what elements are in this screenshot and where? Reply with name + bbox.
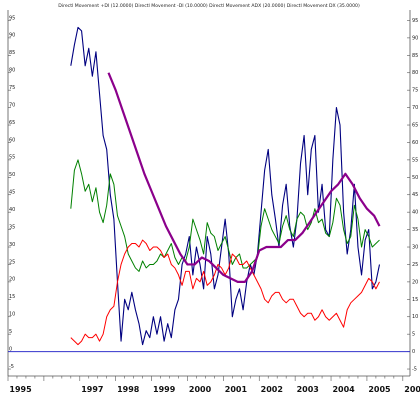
y-tick-label-right: 30: [412, 245, 418, 251]
y-tick-label-left: 75: [9, 85, 15, 91]
y-tick-label-left: 65: [9, 120, 15, 126]
y-tick-label-right: 80: [412, 70, 418, 76]
y-tick-label-left: 95: [9, 15, 15, 21]
series-line-2: [70, 159, 380, 272]
y-axis-left: -5 0 5 10 15 20 25 30 35 40 45 50 55 60 65 70 75 80 85 90 95: [7, 10, 15, 376]
y-tick-label-left: 60: [9, 137, 15, 143]
y-tick-label-left: 40: [9, 207, 15, 213]
y-tick-label-right: 55: [412, 157, 418, 163]
series-line-4: [107, 72, 381, 283]
y-tick-label-left: 70: [9, 102, 15, 108]
series-group: [8, 26, 410, 353]
y-tick-label-right: 25: [412, 262, 418, 268]
y-tick-label-right: 65: [412, 123, 418, 129]
y-tick-label-right: 70: [412, 105, 418, 111]
y-tick-label-left: 80: [9, 68, 15, 74]
y-tick-label-left: 90: [9, 33, 15, 39]
y-tick-label-left: 20: [9, 277, 15, 283]
y-tick-label-right: 20: [412, 279, 418, 285]
y-tick-label-right: 75: [412, 88, 418, 94]
y-tick-label-left: 25: [9, 259, 15, 265]
y-tick-label-right: 0: [412, 349, 415, 355]
y-tick-label-left: 55: [9, 155, 15, 161]
y-tick-label-left: 35: [9, 224, 15, 230]
x-tick-label: 2001: [225, 385, 248, 394]
y-tick-label-right: 35: [412, 227, 418, 233]
x-tick-label: 1998: [117, 385, 140, 394]
x-tick-label: 1995: [9, 385, 32, 394]
x-tick-label: 1997: [81, 385, 103, 394]
y-tick-label-left: 15: [9, 294, 15, 300]
chart-title: Directl Movement +DI (12.0000) Directl M…: [58, 3, 360, 9]
y-tick-label-left: 5: [9, 329, 12, 335]
y-tick-label-right: 95: [412, 18, 418, 24]
y-tick-label-right: 85: [412, 53, 418, 59]
x-tick-label: 1999: [153, 385, 176, 394]
x-tick-label: 2002: [261, 385, 283, 394]
x-tick-label: 2004: [332, 385, 355, 394]
y-tick-label-right: 90: [412, 35, 418, 41]
y-tick-label-right: 40: [412, 210, 418, 216]
y-tick-label-left: 85: [9, 50, 15, 56]
x-tick-label: 2005: [368, 385, 391, 394]
y-tick-label-right: 50: [412, 175, 418, 181]
y-tick-label-right: -5: [412, 367, 417, 373]
x-axis: 1995 1997 1998 1999 2000 2001 2002 2003 2004 2005…: [7, 375, 420, 394]
y-tick-label-left: 50: [9, 172, 15, 178]
series-line-1: [70, 26, 381, 346]
x-tick-label: 2000: [189, 385, 212, 394]
y-tick-label-left: -5: [9, 364, 14, 370]
y-tick-label-right: 45: [412, 192, 418, 198]
y-tick-label-right: 60: [412, 140, 418, 146]
y-tick-label-left: 30: [9, 242, 15, 248]
x-tick-label: 200: [404, 385, 420, 394]
y-tick-label-right: 15: [412, 297, 418, 303]
y-tick-label-right: 10: [412, 314, 418, 320]
y-tick-label-left: 10: [9, 312, 15, 318]
y-tick-label-left: 0: [9, 346, 12, 352]
y-tick-label-left: 45: [9, 190, 15, 196]
y-axis-right: -5 0 5 10 15 20 25 30 35 40 45 50 55 60 65 70 75 80 85 90 95: [407, 10, 418, 376]
x-tick-label: 2003: [297, 385, 319, 394]
y-tick-label-right: 5: [412, 332, 415, 338]
